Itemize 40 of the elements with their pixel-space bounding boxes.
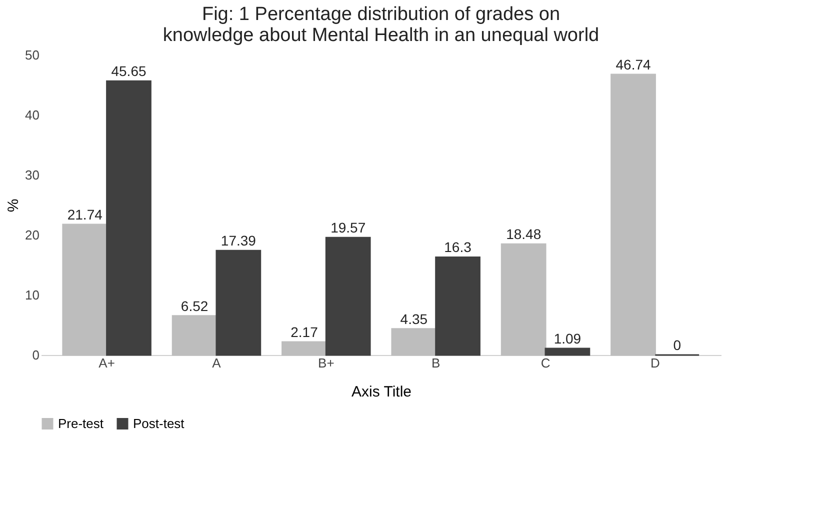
data-label: 21.74 bbox=[67, 206, 103, 223]
data-label: 46.74 bbox=[616, 56, 651, 73]
x-axis-title: Axis Title bbox=[351, 384, 412, 400]
bar bbox=[62, 224, 108, 356]
data-label: 45.65 bbox=[111, 63, 146, 80]
bar bbox=[106, 80, 152, 356]
y-tick-label: 40 bbox=[25, 108, 40, 122]
x-tick-label: C bbox=[540, 356, 550, 370]
data-label: 6.52 bbox=[180, 298, 208, 314]
data-label: 2.17 bbox=[290, 324, 318, 340]
chart-title: Fig: 1 Percentage distribution of grades on knowledge about Mental Health in an unequal world bbox=[162, 4, 600, 46]
data-label: 18.48 bbox=[506, 226, 542, 242]
bar bbox=[544, 348, 590, 356]
y-tick-label: 50 bbox=[25, 48, 40, 62]
x-tick-label: A+ bbox=[98, 356, 115, 370]
y-tick-label: 10 bbox=[25, 288, 40, 302]
bar bbox=[216, 250, 262, 356]
bar bbox=[391, 328, 437, 356]
data-label: 17.39 bbox=[220, 232, 256, 249]
data-label: 19.57 bbox=[330, 220, 366, 236]
data-label: 1.09 bbox=[554, 330, 582, 346]
data-label: 4.35 bbox=[400, 310, 428, 327]
x-tick-label: B bbox=[432, 356, 440, 370]
x-tick-label: B+ bbox=[318, 356, 334, 370]
legend-label: Post-test bbox=[133, 416, 185, 431]
y-tick-label: 20 bbox=[25, 228, 40, 242]
y-tick-label: 30 bbox=[25, 168, 40, 182]
x-tick-label: D bbox=[650, 356, 660, 370]
data-label: 16.3 bbox=[444, 239, 472, 256]
x-tick-label: A bbox=[212, 356, 222, 370]
bar bbox=[172, 315, 218, 356]
data-label: 0 bbox=[673, 337, 682, 353]
y-axis-title: % bbox=[5, 198, 22, 212]
y-tick-label: 0 bbox=[32, 348, 40, 362]
bar bbox=[500, 243, 546, 356]
bar bbox=[325, 236, 371, 356]
bar bbox=[282, 341, 327, 356]
bar bbox=[610, 74, 656, 356]
legend-label: Pre-test bbox=[58, 416, 104, 431]
bar bbox=[435, 256, 480, 356]
